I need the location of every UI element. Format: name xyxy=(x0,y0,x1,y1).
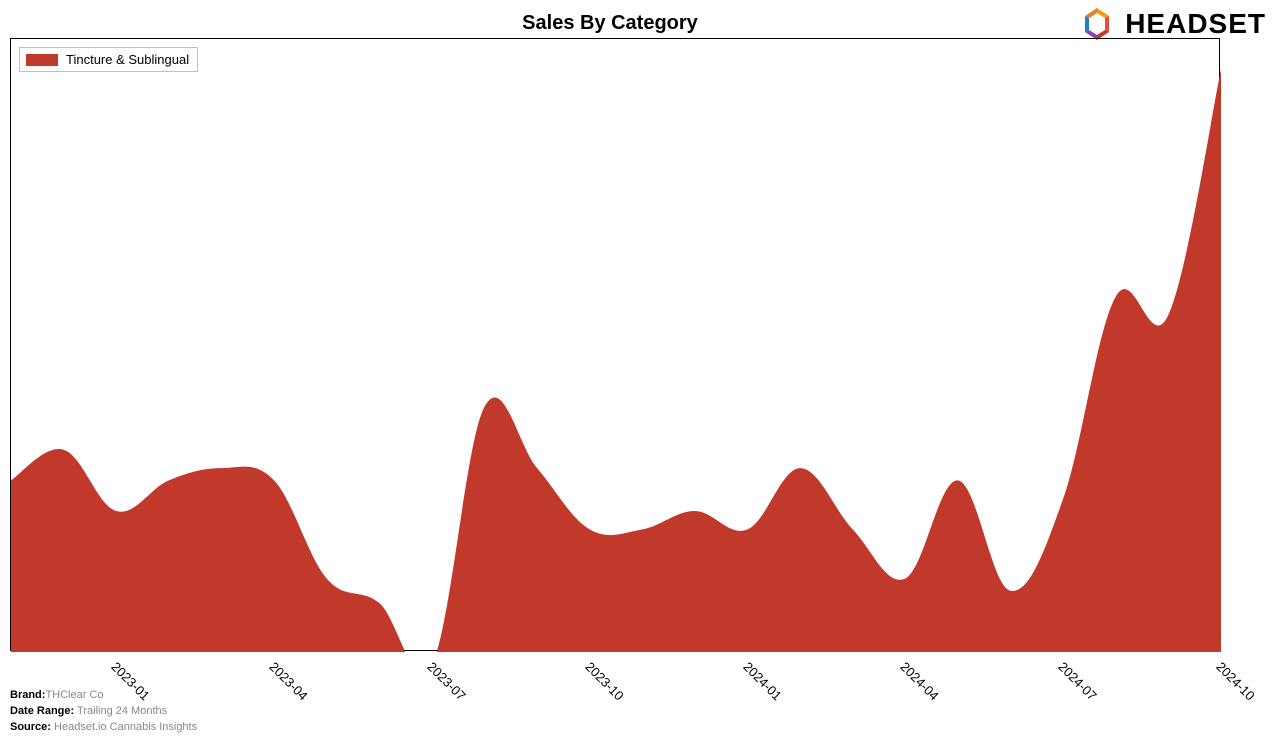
chart-svg xyxy=(11,39,1221,652)
chart-legend: Tincture & Sublingual xyxy=(19,47,198,72)
x-tick-label: 2023-07 xyxy=(424,659,468,703)
chart-title: Sales By Category xyxy=(0,12,1220,35)
footer-brand-key: Brand: xyxy=(10,689,45,701)
chart-footer: Brand:THClear Co Date Range: Trailing 24… xyxy=(10,688,197,736)
footer-source-key: Source: xyxy=(10,721,51,733)
x-tick-label: 2024-07 xyxy=(1056,659,1100,703)
footer-brand-val: THClear Co xyxy=(45,689,103,701)
footer-daterange: Date Range: Trailing 24 Months xyxy=(10,704,197,720)
x-tick-label: 2023-04 xyxy=(266,659,310,703)
x-tick-label: 2024-01 xyxy=(740,659,784,703)
legend-label: Tincture & Sublingual xyxy=(66,52,189,67)
x-tick-label: 2023-10 xyxy=(582,659,626,703)
footer-source: Source: Headset.io Cannabis Insights xyxy=(10,720,197,736)
footer-daterange-val: Trailing 24 Months xyxy=(74,705,167,717)
x-tick-label: 2024-10 xyxy=(1213,659,1257,703)
footer-brand: Brand:THClear Co xyxy=(10,688,197,704)
headset-logo-text: HEADSET xyxy=(1125,8,1266,40)
x-tick-label: 2024-04 xyxy=(898,659,942,703)
footer-source-val: Headset.io Cannabis Insights xyxy=(51,721,197,733)
chart-plot-area: Tincture & Sublingual xyxy=(10,38,1220,651)
area-series xyxy=(11,70,1221,652)
footer-daterange-key: Date Range: xyxy=(10,705,74,717)
legend-swatch xyxy=(26,54,58,66)
